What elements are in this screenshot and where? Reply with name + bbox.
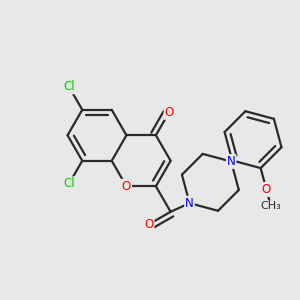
Text: O: O — [262, 183, 271, 196]
Text: CH₃: CH₃ — [261, 202, 281, 212]
Text: O: O — [122, 180, 131, 193]
Text: O: O — [144, 218, 154, 231]
Text: N: N — [227, 155, 236, 168]
Text: N: N — [185, 197, 194, 210]
Text: O: O — [164, 106, 174, 119]
Text: Cl: Cl — [63, 177, 75, 190]
Text: Cl: Cl — [63, 80, 75, 93]
